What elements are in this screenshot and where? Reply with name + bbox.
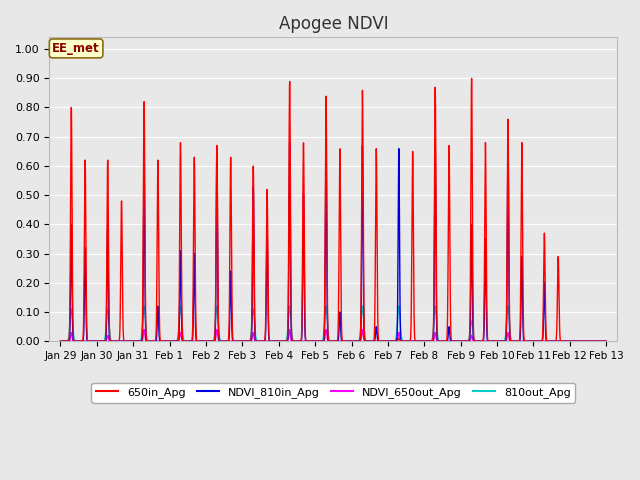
Legend: 650in_Apg, NDVI_810in_Apg, NDVI_650out_Apg, 810out_Apg: 650in_Apg, NDVI_810in_Apg, NDVI_650out_A… [92, 383, 575, 403]
810out_Apg [602, 338, 610, 344]
NDVI_650out_Apg [186, 338, 194, 344]
NDVI_810in_Apg [56, 338, 64, 344]
NDVI_650out_Apg [184, 338, 191, 344]
Text: EE_met: EE_met [52, 42, 100, 55]
650in_Apg [56, 338, 64, 344]
NDVI_810in_Apg [566, 338, 573, 344]
NDVI_810in_Apg [602, 338, 610, 344]
810out_Apg [262, 338, 270, 344]
Line: NDVI_650out_Apg: NDVI_650out_Apg [60, 330, 606, 341]
NDVI_810in_Apg [186, 338, 194, 344]
Line: 810out_Apg: 810out_Apg [60, 306, 606, 341]
810out_Apg [189, 338, 197, 344]
810out_Apg [598, 338, 606, 344]
810out_Apg [553, 338, 561, 344]
NDVI_810in_Apg [598, 338, 606, 344]
810out_Apg [301, 338, 309, 344]
Line: NDVI_810in_Apg: NDVI_810in_Apg [60, 143, 606, 341]
650in_Apg [468, 75, 476, 81]
810out_Apg [186, 338, 194, 344]
NDVI_650out_Apg [262, 338, 270, 344]
810out_Apg [140, 303, 148, 309]
NDVI_810in_Apg [431, 140, 439, 145]
NDVI_650out_Apg [301, 338, 309, 344]
650in_Apg [598, 338, 606, 344]
Line: 650in_Apg: 650in_Apg [60, 78, 606, 341]
NDVI_810in_Apg [301, 328, 309, 334]
650in_Apg [186, 338, 194, 344]
NDVI_810in_Apg [183, 338, 191, 344]
650in_Apg [189, 312, 196, 318]
650in_Apg [301, 314, 309, 320]
650in_Apg [262, 276, 270, 281]
810out_Apg [184, 338, 191, 344]
NDVI_650out_Apg [532, 338, 540, 344]
810out_Apg [56, 338, 64, 344]
Title: Apogee NDVI: Apogee NDVI [278, 15, 388, 33]
NDVI_810in_Apg [262, 299, 270, 305]
650in_Apg [183, 338, 191, 344]
NDVI_810in_Apg [189, 330, 196, 336]
NDVI_650out_Apg [602, 338, 610, 344]
NDVI_650out_Apg [189, 338, 197, 344]
650in_Apg [602, 338, 610, 344]
NDVI_650out_Apg [140, 327, 148, 333]
NDVI_650out_Apg [598, 338, 606, 344]
NDVI_650out_Apg [56, 338, 64, 344]
650in_Apg [582, 338, 590, 344]
